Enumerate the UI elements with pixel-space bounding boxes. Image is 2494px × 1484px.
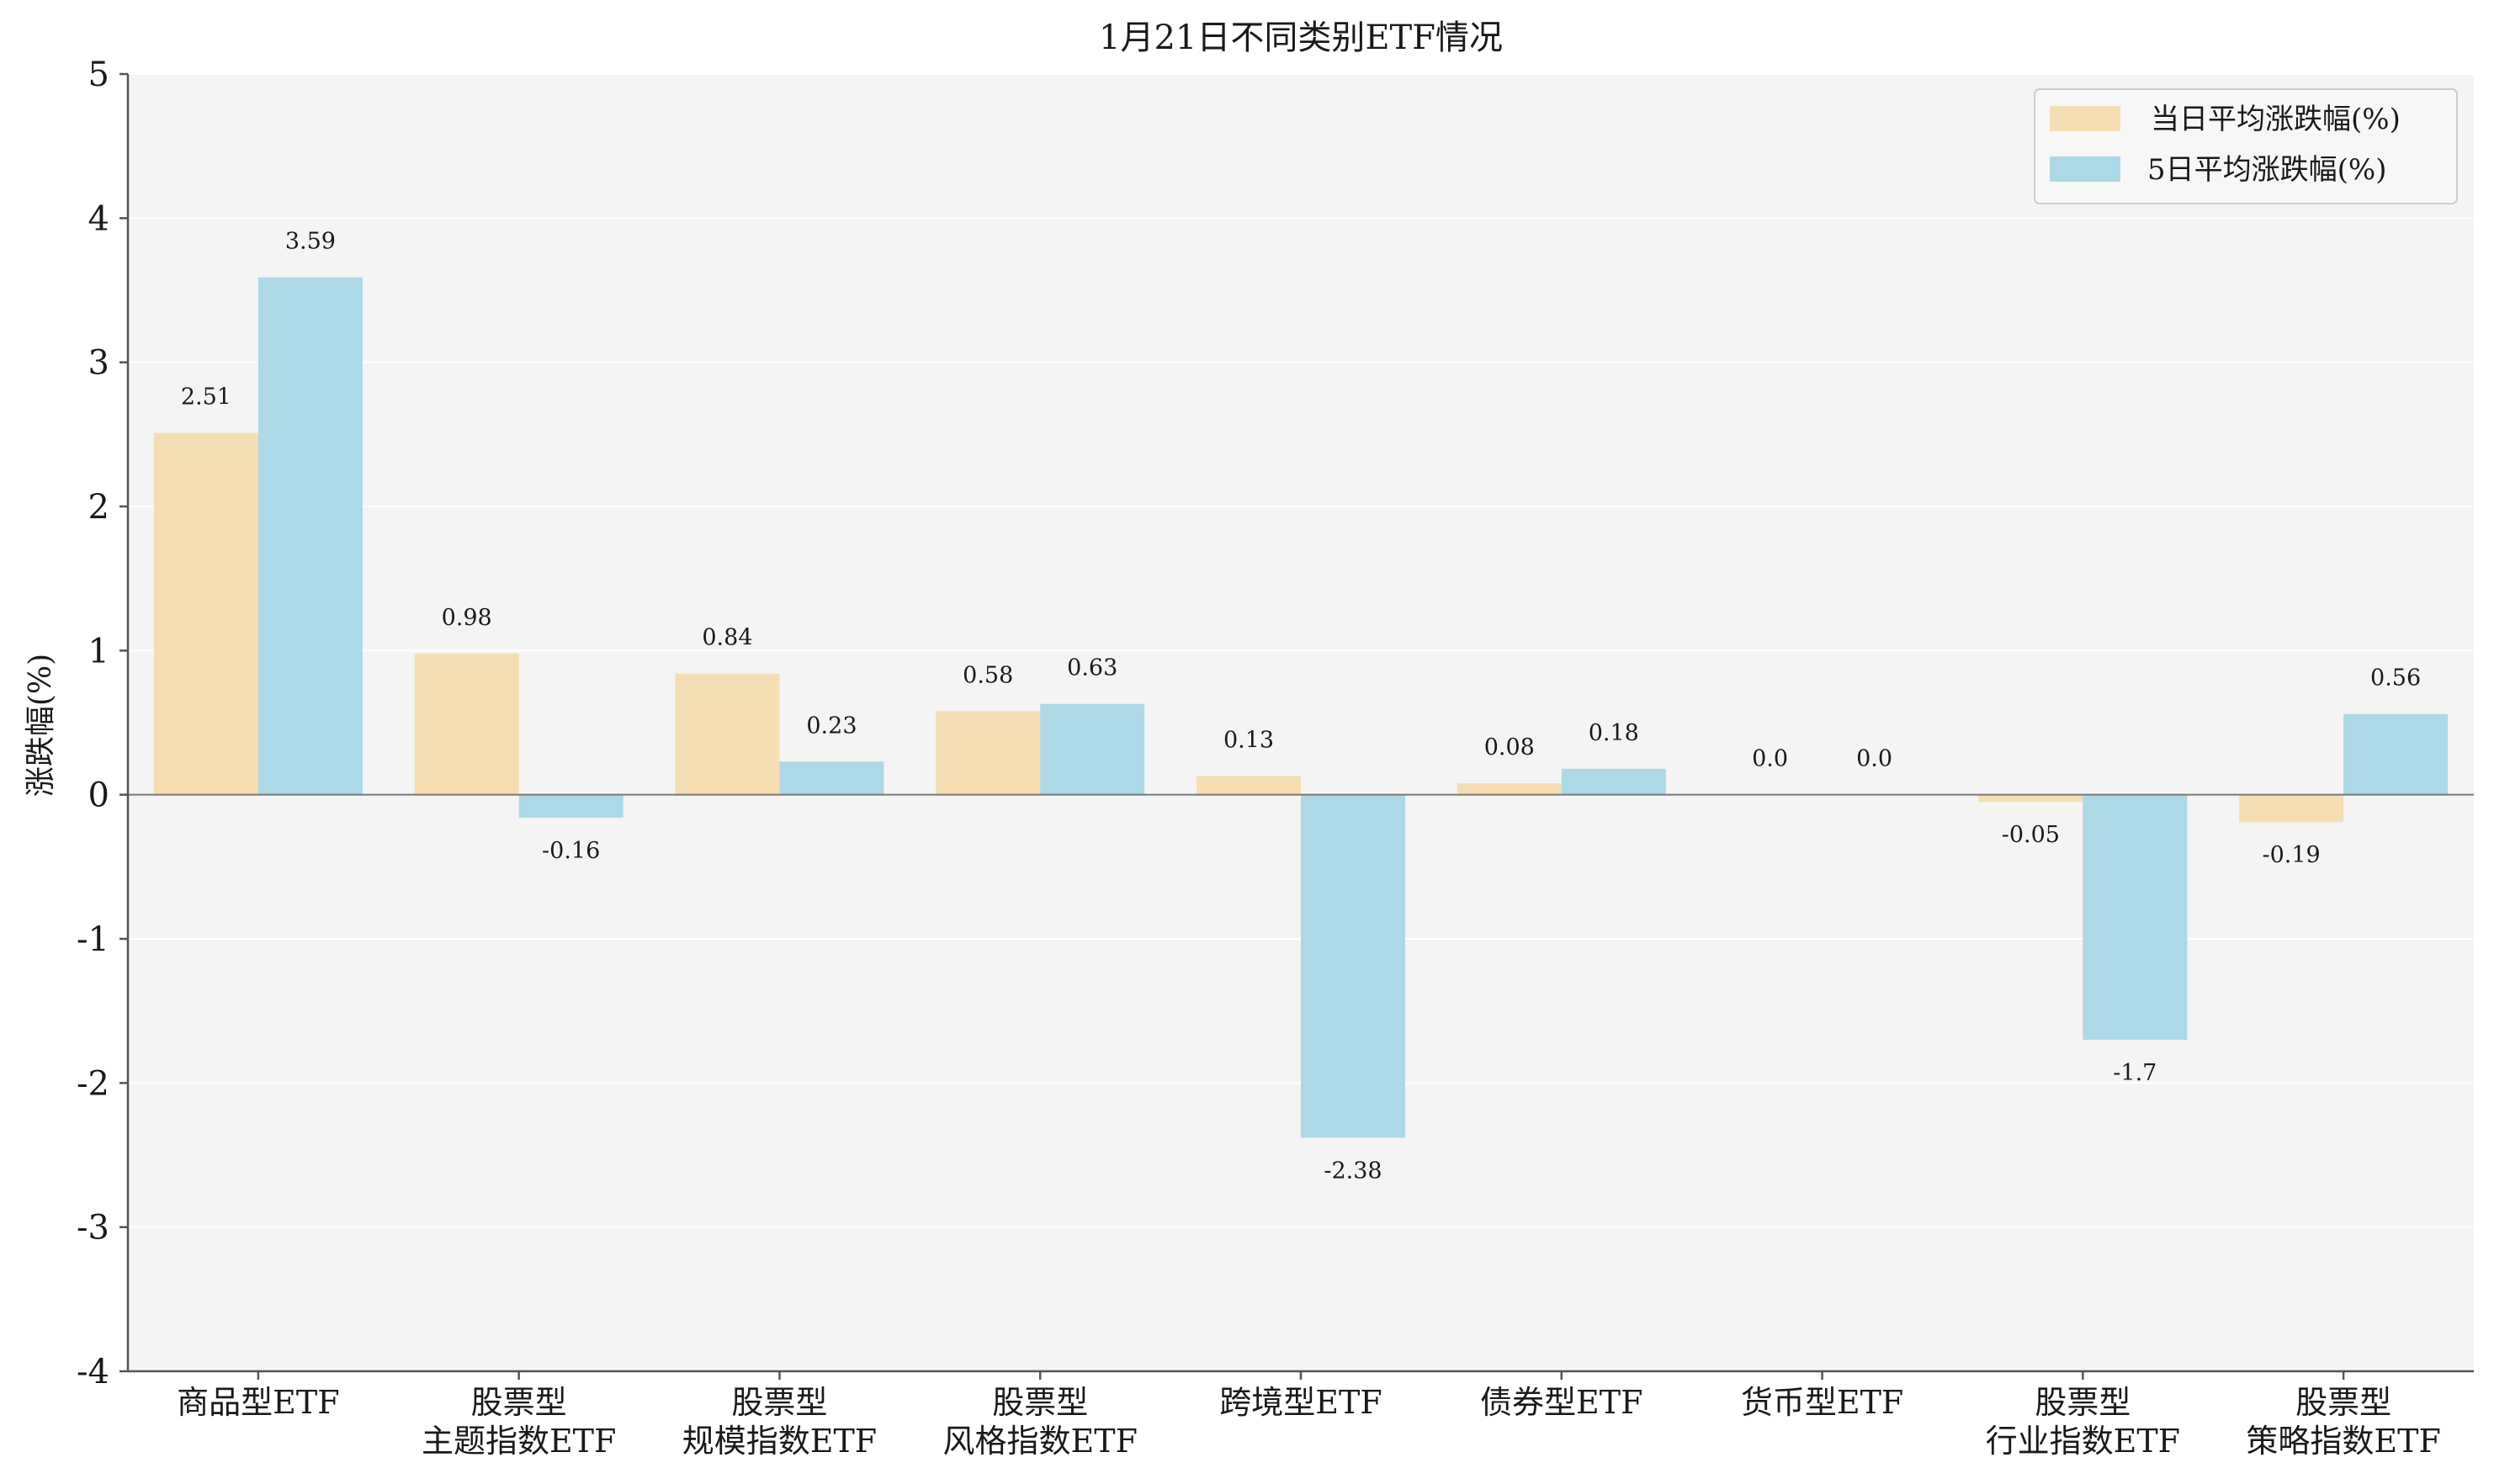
bar-series-1 xyxy=(936,711,1041,795)
legend-swatch-series-2 xyxy=(2050,156,2120,182)
x-tick-label: 货币型ETF xyxy=(1741,1384,1903,1421)
x-tick-label: 跨境型ETF xyxy=(1219,1384,1382,1421)
value-label: 0.13 xyxy=(1223,727,1274,753)
legend-label-series-1: 当日平均涨跌幅(%) xyxy=(2151,103,2401,136)
value-label: 0.0 xyxy=(1752,746,1788,772)
plot-background xyxy=(128,74,2474,1371)
bar-series-1 xyxy=(1978,794,2083,803)
chart-title: 1月21日不同类别ETF情况 xyxy=(1099,19,1503,57)
value-label: -0.16 xyxy=(542,838,600,864)
y-tick-label: 0 xyxy=(88,776,109,815)
bar-series-1 xyxy=(153,432,258,795)
value-label: 0.23 xyxy=(806,713,857,739)
x-tick-label: 主题指数ETF xyxy=(422,1423,616,1460)
x-tick-label: 风格指数ETF xyxy=(942,1423,1137,1460)
value-label: 0.18 xyxy=(1589,720,1639,746)
x-tick-label: 股票型 xyxy=(992,1384,1088,1421)
bars xyxy=(153,277,2449,1138)
value-label: -2.38 xyxy=(1324,1158,1382,1184)
value-label: 0.98 xyxy=(442,605,492,631)
x-tick-label: 债券型ETF xyxy=(1480,1384,1642,1421)
x-tick-label: 股票型 xyxy=(2295,1384,2391,1421)
bar-series-2 xyxy=(2083,794,2188,1040)
y-tick-label: -2 xyxy=(77,1064,109,1103)
x-tick-label: 股票型 xyxy=(2035,1384,2131,1421)
value-label: 0.63 xyxy=(1067,655,1117,681)
y-ticks: 5 4 3 2 1 0 -1 -2 -3 -4 xyxy=(77,56,128,1391)
x-tick-label: 商品型ETF xyxy=(177,1384,339,1421)
y-tick-label: 3 xyxy=(88,344,109,383)
y-axis-label: 涨跌幅(%) xyxy=(24,654,58,797)
x-ticks: 商品型ETF 股票型主题指数ETF股票型规模指数ETF股票型风格指数ETF跨境型E… xyxy=(177,1371,2441,1460)
y-tick-label: -4 xyxy=(77,1353,109,1391)
value-label: 2.51 xyxy=(181,384,231,411)
x-tick-label: 行业指数ETF xyxy=(1986,1423,2180,1460)
value-label: 3.59 xyxy=(285,229,336,255)
value-label: -0.19 xyxy=(2262,842,2320,868)
x-tick-label: 规模指数ETF xyxy=(682,1423,877,1460)
legend-box xyxy=(2034,88,2458,204)
legend-swatch-series-1 xyxy=(2050,106,2120,131)
bar-series-2 xyxy=(1561,768,1666,795)
bar-series-1 xyxy=(1197,776,1301,795)
y-tick-label: -1 xyxy=(77,920,109,959)
bar-series-2 xyxy=(2343,713,2449,795)
y-tick-label: 4 xyxy=(88,199,109,238)
legend-label-series-2: 5日平均涨跌幅(%) xyxy=(2147,153,2386,187)
bar-series-1 xyxy=(675,673,780,795)
bar-series-2 xyxy=(257,277,363,795)
bar-series-1 xyxy=(414,653,519,795)
bar-series-2 xyxy=(1040,703,1145,795)
x-tick-label: 股票型 xyxy=(731,1384,827,1421)
value-label: -0.05 xyxy=(2002,822,2060,848)
value-label: -1.7 xyxy=(2113,1060,2157,1086)
bar-series-1 xyxy=(1457,782,1562,795)
value-label: 0.56 xyxy=(2370,665,2421,692)
bar-series-1 xyxy=(2239,794,2344,823)
x-tick-label: 策略指数ETF xyxy=(2246,1423,2440,1460)
value-label: 0.0 xyxy=(1856,746,1892,772)
value-label: 0.58 xyxy=(963,662,1013,688)
y-tick-label: -3 xyxy=(77,1209,109,1248)
value-label: 0.08 xyxy=(1484,734,1535,761)
y-tick-label: 1 xyxy=(88,632,109,670)
value-label: 0.84 xyxy=(702,625,752,651)
value-labels: 2.51 3.59 0.98 -0.16 0.84 0.23 0.58 0.63 0.13 -2.… xyxy=(181,229,2421,1185)
bar-series-2 xyxy=(518,794,624,819)
bar-series-2 xyxy=(779,761,884,795)
bar-series-2 xyxy=(1301,794,1405,1138)
legend: 当日平均涨跌幅(%) 5日平均涨跌幅(%) xyxy=(2034,88,2458,204)
y-tick-label: 2 xyxy=(88,488,109,527)
y-tick-label: 5 xyxy=(88,56,109,94)
x-tick-label: 股票型 xyxy=(471,1384,567,1421)
